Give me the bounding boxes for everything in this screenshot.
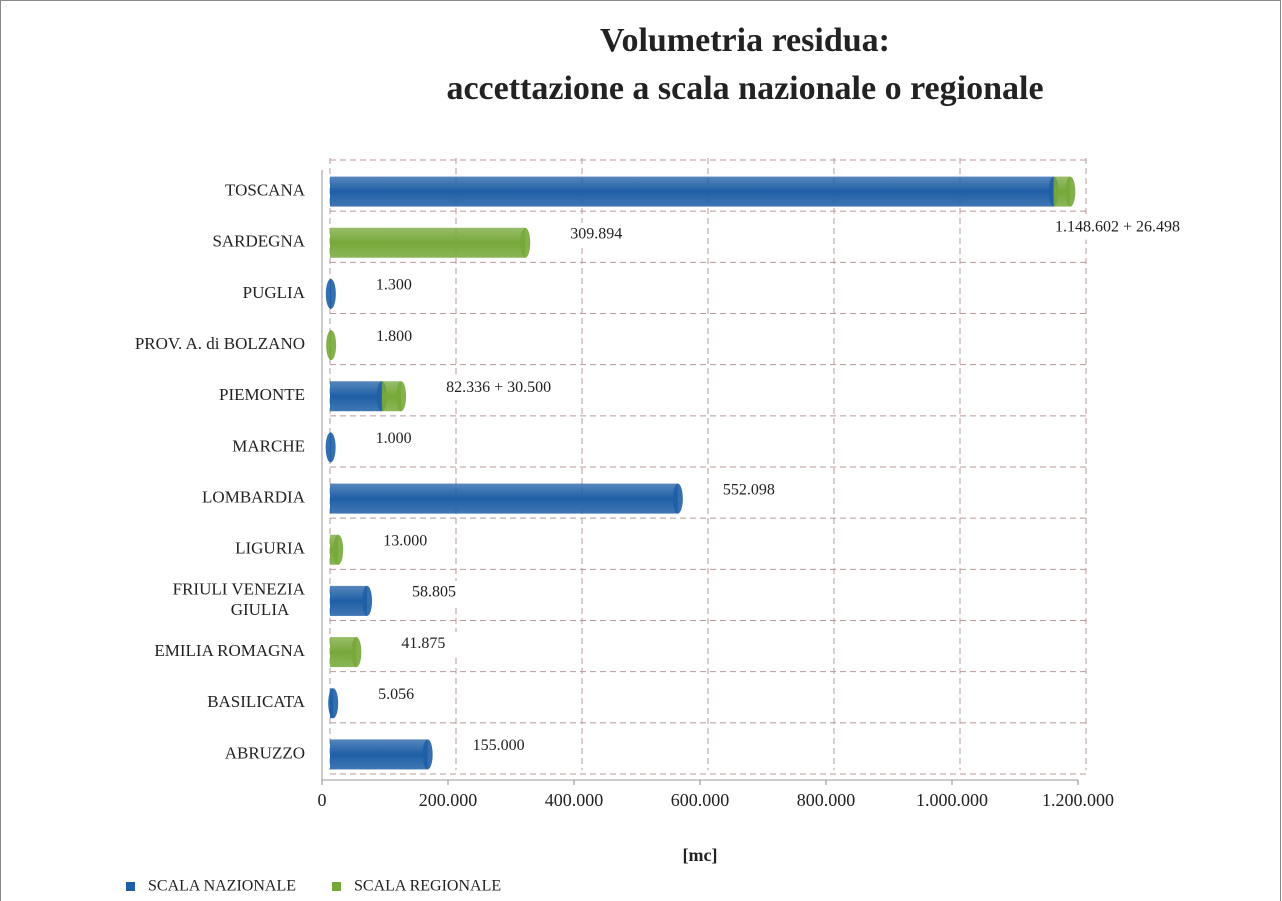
bar-cap bbox=[672, 483, 683, 514]
data-label: 13.000 bbox=[383, 532, 427, 549]
x-tick-label: 200.000 bbox=[419, 790, 478, 810]
legend-swatch bbox=[126, 882, 135, 891]
bar-cap bbox=[422, 739, 433, 770]
data-label: 309.894 bbox=[570, 225, 622, 242]
label-box bbox=[395, 632, 459, 657]
label-box bbox=[564, 222, 636, 247]
bar bbox=[330, 381, 382, 412]
data-label: 82.336 + 30.500 bbox=[446, 379, 551, 396]
label-box bbox=[466, 734, 539, 759]
bar bbox=[381, 381, 402, 412]
data-label: 41.875 bbox=[401, 635, 445, 652]
data-label: 552.098 bbox=[723, 481, 775, 498]
y-tick-label: MARCHE bbox=[232, 436, 305, 455]
bar-cap bbox=[1065, 176, 1076, 207]
bar bbox=[330, 585, 368, 616]
data-label: 5.056 bbox=[378, 686, 414, 703]
y-tick-label: PIEMONTE bbox=[219, 385, 305, 404]
bar bbox=[330, 176, 1054, 207]
x-tick-label: 0 bbox=[318, 790, 327, 810]
x-tick-label: 400.000 bbox=[545, 790, 604, 810]
label-box bbox=[406, 580, 470, 605]
x-tick-label: 1.200.000 bbox=[1042, 790, 1114, 810]
y-tick-label: BASILICATA bbox=[207, 692, 306, 711]
y-tick-label: TOSCANA bbox=[225, 180, 306, 199]
bar-cap bbox=[326, 330, 337, 361]
label-box bbox=[377, 529, 441, 554]
x-tick-label: 800.000 bbox=[797, 790, 856, 810]
y-tick-label: PUGLIA bbox=[243, 283, 306, 302]
data-label: 1.800 bbox=[376, 328, 412, 345]
bar-cap bbox=[396, 381, 407, 412]
data-label: 1.000 bbox=[376, 430, 412, 447]
label-box bbox=[369, 273, 425, 298]
x-tick-label: 1.000.000 bbox=[916, 790, 988, 810]
label-box bbox=[369, 427, 425, 452]
label-box bbox=[716, 478, 789, 503]
data-label: 1.300 bbox=[376, 277, 412, 294]
bar bbox=[330, 483, 678, 514]
label-box bbox=[370, 325, 425, 350]
bar-cap bbox=[333, 534, 344, 565]
label-box bbox=[440, 376, 580, 401]
x-axis-label: [mc] bbox=[683, 845, 718, 865]
bar-cap bbox=[520, 227, 531, 258]
bar bbox=[330, 739, 428, 770]
bar-cap bbox=[362, 585, 373, 616]
y-tick-label: ABRUZZO bbox=[225, 743, 305, 762]
y-tick-label: LIGURIA bbox=[235, 539, 306, 558]
x-tick-label: 600.000 bbox=[671, 790, 730, 810]
chart-title: Volumetria residua: bbox=[600, 22, 890, 59]
chart-subtitle: accettazione a scala nazionale o regiona… bbox=[446, 70, 1043, 107]
y-tick-label: PROV. A. di BOLZANO bbox=[135, 334, 305, 353]
bar-cap bbox=[325, 278, 336, 309]
label-box bbox=[372, 683, 427, 708]
y-tick-label: FRIULI VENEZIA GIULIA bbox=[173, 580, 306, 619]
bar bbox=[330, 227, 526, 258]
label-line: FRIULI VENEZIA bbox=[173, 580, 306, 599]
y-tick-label: SARDEGNA bbox=[212, 232, 305, 251]
data-label: 155.000 bbox=[473, 737, 525, 754]
legend-swatch bbox=[332, 882, 341, 891]
bar-cap bbox=[325, 432, 336, 463]
bar-cap bbox=[328, 688, 339, 719]
label-box bbox=[1021, 215, 1186, 240]
bar-cap bbox=[351, 637, 362, 668]
y-tick-label: EMILIA ROMAGNA bbox=[154, 641, 305, 660]
data-label: 1.148.602 + 26.498 bbox=[1055, 218, 1180, 235]
legend-label: SCALA NAZIONALE bbox=[148, 878, 296, 895]
data-label: 58.805 bbox=[412, 584, 456, 601]
label-line: GIULIA bbox=[231, 600, 290, 619]
y-tick-label: LOMBARDIA bbox=[202, 487, 306, 506]
legend-label: SCALA REGIONALE bbox=[354, 878, 501, 895]
